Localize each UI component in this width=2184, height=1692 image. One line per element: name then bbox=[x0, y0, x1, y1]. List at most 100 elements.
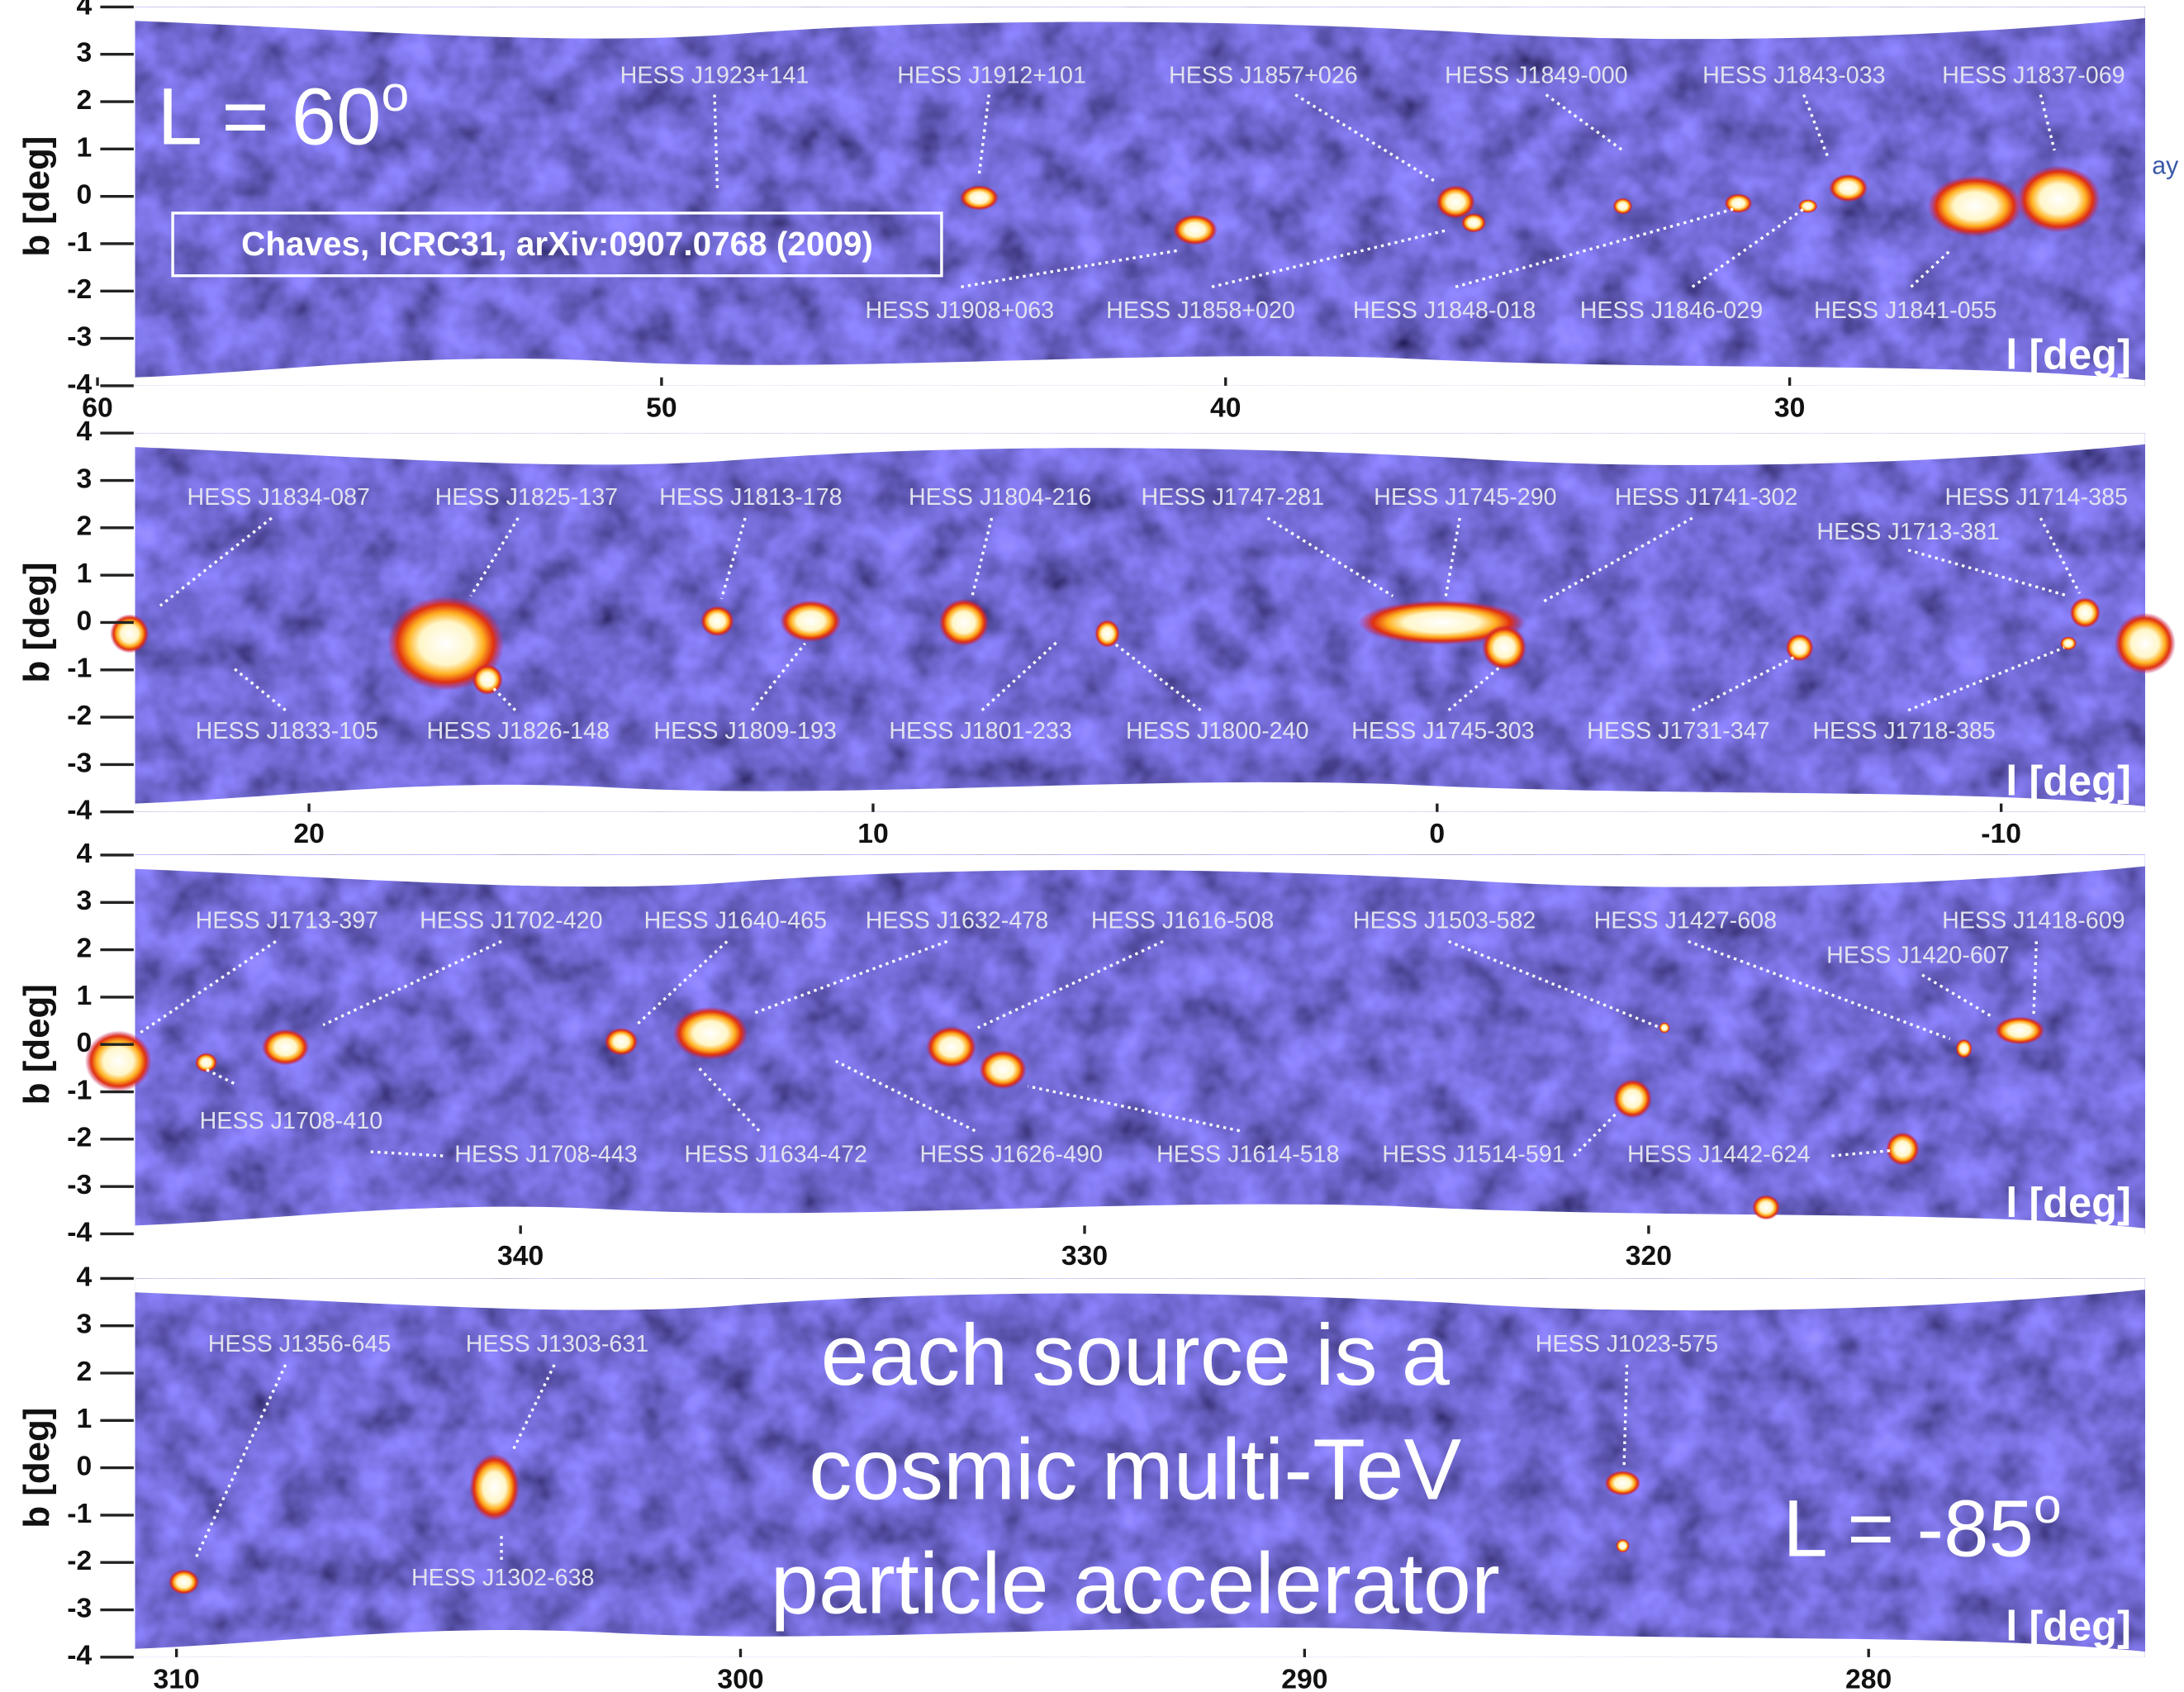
longitude-value: L = 60 bbox=[158, 70, 382, 161]
x-tick-label: 10 bbox=[857, 818, 889, 849]
source-label: HESS J1800-240 bbox=[1126, 718, 1308, 744]
y-tick-label: -3 bbox=[67, 1169, 92, 1200]
y-tick-label: 3 bbox=[77, 885, 93, 916]
y-tick-label: -2 bbox=[67, 273, 92, 305]
source-label: HESS J1713-381 bbox=[1816, 519, 1999, 545]
slide: HESS J1923+141HESS J1912+101HESS J1857+0… bbox=[0, 0, 2184, 1692]
y-tick-label: -3 bbox=[67, 321, 92, 353]
y-axis-label: b [deg] bbox=[17, 562, 57, 682]
source-label: HESS J1731-347 bbox=[1587, 718, 1769, 744]
source-blob bbox=[700, 606, 734, 636]
source-label: HESS J1640-465 bbox=[644, 907, 827, 934]
y-tick-label: 3 bbox=[77, 463, 93, 494]
caption-line: particle accelerator bbox=[771, 1536, 1500, 1633]
source-blob bbox=[169, 1570, 199, 1595]
source-label: HESS J1833-105 bbox=[196, 718, 378, 744]
source-blob bbox=[1482, 625, 1526, 670]
y-tick-label: 2 bbox=[77, 84, 93, 116]
source-label: HESS J1826-148 bbox=[427, 718, 610, 744]
x-tick-label: 330 bbox=[1061, 1240, 1108, 1271]
source-label: HESS J1302-638 bbox=[411, 1565, 594, 1591]
source-blob bbox=[469, 1454, 520, 1521]
y-axis-label: b [deg] bbox=[17, 136, 57, 257]
x-tick-label: 30 bbox=[1774, 392, 1806, 423]
page: HESS Galactic Plane Survey html, body { … bbox=[0, 0, 2184, 1692]
source-label: HESS J1503-582 bbox=[1353, 907, 1536, 934]
source-label: HESS J1634-472 bbox=[684, 1142, 866, 1168]
source-blob bbox=[85, 1030, 152, 1091]
source-label: HESS J1849-000 bbox=[1445, 62, 1627, 88]
x-axis-label: l [deg] bbox=[2006, 1179, 2131, 1226]
source-label: HESS J1356-645 bbox=[208, 1331, 391, 1357]
source-label: HESS J1632-478 bbox=[866, 907, 1048, 934]
y-tick-label: -2 bbox=[67, 1545, 92, 1576]
source-blob bbox=[1886, 1132, 1919, 1165]
y-tick-label: -4 bbox=[67, 1216, 92, 1248]
y-tick-label: -2 bbox=[67, 1122, 92, 1153]
y-tick-label: -2 bbox=[67, 700, 92, 731]
y-tick-label: -1 bbox=[67, 1498, 92, 1529]
source-label: HESS J1841-055 bbox=[1814, 297, 1996, 324]
y-tick-label: 2 bbox=[77, 511, 93, 542]
source-label: HESS J1514-591 bbox=[1382, 1142, 1564, 1168]
source-blob bbox=[1829, 174, 1868, 202]
source-blob bbox=[1436, 185, 1474, 218]
source-label: HESS J1718-385 bbox=[1812, 718, 1995, 744]
x-tick-label: -10 bbox=[1981, 818, 2021, 849]
y-tick-label: 4 bbox=[77, 0, 93, 21]
y-tick-label: 3 bbox=[77, 1309, 93, 1340]
source-label: HESS J1714-385 bbox=[1945, 484, 2128, 511]
y-axis-label: b [deg] bbox=[17, 984, 57, 1105]
longitude-label: L = -85o bbox=[1783, 1477, 2061, 1573]
source-blob bbox=[1786, 634, 1814, 662]
y-tick-label: 3 bbox=[77, 37, 93, 69]
source-label: HESS J1745-303 bbox=[1351, 718, 1534, 744]
y-tick-label: 1 bbox=[77, 558, 93, 589]
y-tick-label: 1 bbox=[77, 131, 93, 163]
source-label: HESS J1843-033 bbox=[1702, 62, 1885, 88]
caption-line: each source is a bbox=[821, 1307, 1450, 1404]
source-blob bbox=[262, 1029, 309, 1066]
source-blob bbox=[1461, 213, 1486, 233]
source-blob bbox=[1995, 1016, 2045, 1044]
source-label: HESS J1741-302 bbox=[1615, 484, 1797, 511]
x-tick-label: 290 bbox=[1281, 1663, 1327, 1692]
source-blob bbox=[1928, 175, 2023, 236]
source-blob bbox=[1173, 215, 1218, 245]
longitude-value: L = -85 bbox=[1783, 1482, 2034, 1573]
source-label: HESS J1908+063 bbox=[865, 297, 1054, 324]
source-label: HESS J1616-508 bbox=[1091, 907, 1274, 934]
x-tick-label: 340 bbox=[497, 1240, 544, 1271]
source-blob bbox=[1605, 1471, 1641, 1495]
source-blob bbox=[780, 600, 841, 642]
x-tick-label: 280 bbox=[1845, 1663, 1892, 1692]
source-blob bbox=[926, 1026, 976, 1068]
x-axis-label: l [deg] bbox=[2006, 331, 2131, 378]
source-label: HESS J1912+101 bbox=[897, 62, 1086, 88]
source-blob bbox=[2017, 166, 2101, 233]
source-blob bbox=[1616, 1539, 1630, 1553]
source-blob bbox=[1613, 197, 1633, 214]
x-tick-label: 310 bbox=[154, 1663, 200, 1692]
y-tick-label: 4 bbox=[77, 838, 93, 869]
y-tick-label: 2 bbox=[77, 932, 93, 963]
sky-panel: HESS J1713-397 HESS J1702-420 HESS J1640-4… bbox=[17, 838, 2145, 1271]
x-tick-label: 0 bbox=[1429, 818, 1445, 849]
y-tick-label: 0 bbox=[77, 179, 93, 211]
y-tick-label: -1 bbox=[67, 1074, 92, 1105]
source-blob bbox=[2060, 636, 2077, 650]
source-blob bbox=[1752, 1195, 1780, 1219]
degree-sign: o bbox=[382, 65, 410, 121]
source-label: HESS J1626-490 bbox=[919, 1142, 1102, 1168]
longitude-label: L = 60o bbox=[158, 65, 410, 161]
source-label: HESS J1713-397 bbox=[196, 907, 378, 934]
source-label: HESS J1702-420 bbox=[420, 907, 602, 934]
source-label: HESS J1708-443 bbox=[454, 1142, 637, 1168]
source-blob bbox=[1094, 620, 1119, 648]
source-label: HESS J1418-609 bbox=[1942, 907, 2125, 934]
source-label: HESS J1825-137 bbox=[435, 484, 618, 511]
y-tick-label: 1 bbox=[77, 980, 93, 1011]
source-label: HESS J1708-410 bbox=[200, 1108, 382, 1134]
source-label: HESS J1745-290 bbox=[1374, 484, 1556, 511]
